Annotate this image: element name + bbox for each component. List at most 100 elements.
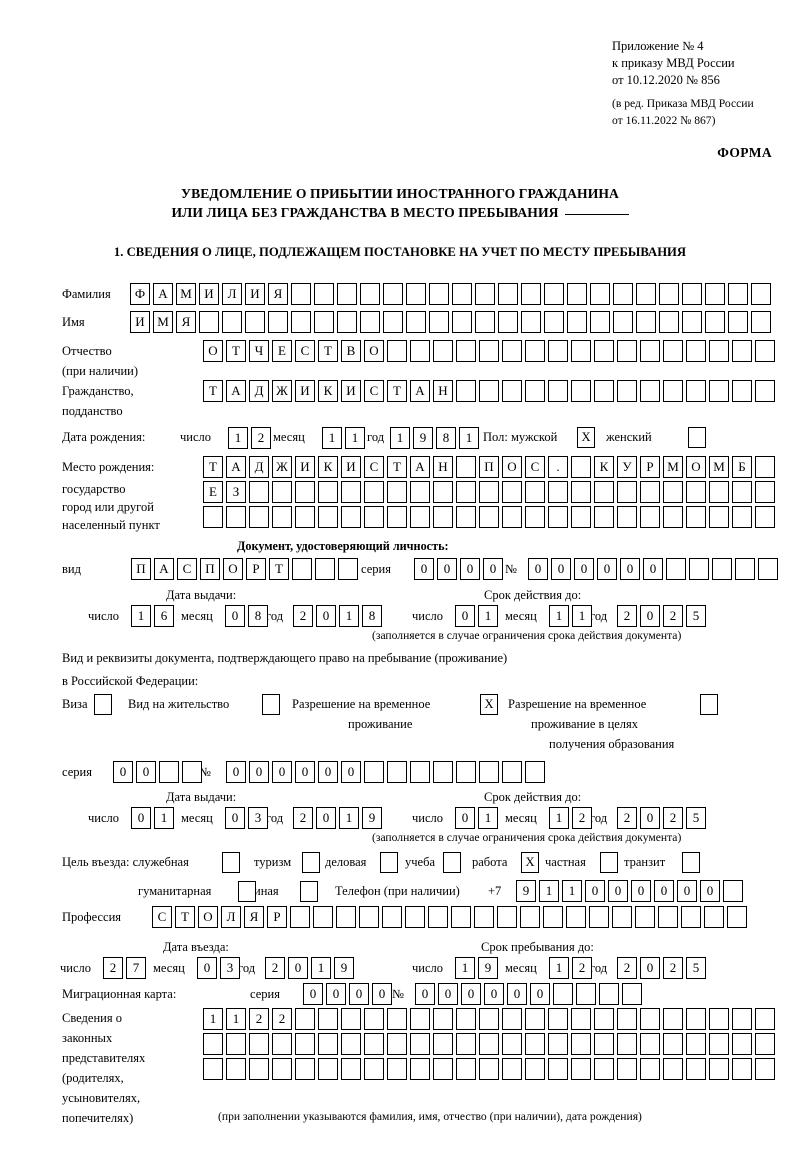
given-name-cell-11[interactable] <box>360 311 380 333</box>
patronymic-cell-10[interactable] <box>410 340 430 362</box>
representatives-row1-cell-24[interactable] <box>732 1008 752 1030</box>
given-name-cell-18[interactable] <box>521 311 541 333</box>
entry-month-cell-2[interactable]: 3 <box>220 957 240 979</box>
citizenship-cell-2[interactable]: А <box>226 380 246 402</box>
surname-cell-28[interactable] <box>751 283 771 305</box>
birth-place-row1-cell-21[interactable]: М <box>663 456 683 478</box>
permit-number-cell-11[interactable] <box>456 761 476 783</box>
permit-issue-month-cell-2[interactable]: 3 <box>248 807 268 829</box>
patronymic-cell-8[interactable]: О <box>364 340 384 362</box>
sex-female-checkbox[interactable] <box>688 427 706 448</box>
representatives-row2-cell-1[interactable] <box>203 1033 223 1055</box>
profession-cell-11[interactable] <box>382 906 402 928</box>
birth-place-row2-cell-7[interactable] <box>341 481 361 503</box>
birth-place-row3-cell-19[interactable] <box>617 506 637 528</box>
surname-cell-18[interactable] <box>521 283 541 305</box>
representatives-row2-cell-8[interactable] <box>364 1033 384 1055</box>
birth-place-row2-cell-14[interactable] <box>502 481 522 503</box>
doc-number-cell-8[interactable] <box>689 558 709 580</box>
migration-card-number-cell-5[interactable]: 0 <box>507 983 527 1005</box>
permit-number-cell-6[interactable]: 0 <box>341 761 361 783</box>
birth-place-row2-cell-1[interactable]: Е <box>203 481 223 503</box>
representatives-row2-cell-14[interactable] <box>502 1033 522 1055</box>
birth-place-row1-cell-20[interactable]: Р <box>640 456 660 478</box>
given-name-cell-23[interactable] <box>636 311 656 333</box>
citizenship-cell-19[interactable] <box>617 380 637 402</box>
purpose-work-checkbox[interactable]: X <box>521 852 539 873</box>
birth-place-row3-cell-25[interactable] <box>755 506 775 528</box>
birth-year-cell-1[interactable]: 1 <box>390 427 410 449</box>
profession-cell-15[interactable] <box>474 906 494 928</box>
citizenship-cell-3[interactable]: Д <box>249 380 269 402</box>
doc-issue-year-cell-2[interactable]: 0 <box>316 605 336 627</box>
patronymic-cell-6[interactable]: Т <box>318 340 338 362</box>
birth-place-row2-cell-11[interactable] <box>433 481 453 503</box>
stay-month-cell-2[interactable]: 2 <box>572 957 592 979</box>
migration-card-number-cell-3[interactable]: 0 <box>461 983 481 1005</box>
birth-place-row3-cell-1[interactable] <box>203 506 223 528</box>
stay-year-cell-3[interactable]: 2 <box>663 957 683 979</box>
patronymic-cell-20[interactable] <box>640 340 660 362</box>
birth-place-row3-cell-15[interactable] <box>525 506 545 528</box>
purpose-business-checkbox[interactable] <box>380 852 398 873</box>
surname-cell-25[interactable] <box>682 283 702 305</box>
patronymic-cell-1[interactable]: О <box>203 340 223 362</box>
permit-valid-month-cell-1[interactable]: 1 <box>549 807 569 829</box>
citizenship-cell-16[interactable] <box>548 380 568 402</box>
birth-place-row3-cell-21[interactable] <box>663 506 683 528</box>
entry-month-cell-1[interactable]: 0 <box>197 957 217 979</box>
birth-place-row3-cell-17[interactable] <box>571 506 591 528</box>
doc-valid-year-cell-2[interactable]: 0 <box>640 605 660 627</box>
representatives-row3-cell-25[interactable] <box>755 1058 775 1080</box>
birth-place-row1-cell-10[interactable]: А <box>410 456 430 478</box>
representatives-row2-cell-11[interactable] <box>433 1033 453 1055</box>
patronymic-cell-15[interactable] <box>525 340 545 362</box>
citizenship-cell-9[interactable]: Т <box>387 380 407 402</box>
profession-cell-22[interactable] <box>635 906 655 928</box>
doc-valid-month-cell-2[interactable]: 1 <box>572 605 592 627</box>
patronymic-cell-24[interactable] <box>732 340 752 362</box>
surname-cell-20[interactable] <box>567 283 587 305</box>
representatives-row3-cell-10[interactable] <box>410 1058 430 1080</box>
representatives-row1-cell-7[interactable] <box>341 1008 361 1030</box>
birth-place-row1-cell-19[interactable]: У <box>617 456 637 478</box>
permit-number-cell-2[interactable]: 0 <box>249 761 269 783</box>
birth-place-row2-cell-12[interactable] <box>456 481 476 503</box>
birth-place-row1-cell-17[interactable] <box>571 456 591 478</box>
representatives-row2-cell-6[interactable] <box>318 1033 338 1055</box>
permit-issue-day-cell-2[interactable]: 1 <box>154 807 174 829</box>
representatives-row2-cell-22[interactable] <box>686 1033 706 1055</box>
phone-cell-10[interactable] <box>723 880 743 902</box>
surname-cell-19[interactable] <box>544 283 564 305</box>
doc-number-cell-11[interactable] <box>758 558 778 580</box>
representatives-row1-cell-23[interactable] <box>709 1008 729 1030</box>
birth-place-row3-cell-18[interactable] <box>594 506 614 528</box>
birth-place-row2-cell-19[interactable] <box>617 481 637 503</box>
permit-issue-month-cell-1[interactable]: 0 <box>225 807 245 829</box>
profession-cell-24[interactable] <box>681 906 701 928</box>
visa-checkbox[interactable] <box>94 694 112 715</box>
birth-place-row1-cell-5[interactable]: И <box>295 456 315 478</box>
representatives-row3-cell-22[interactable] <box>686 1058 706 1080</box>
surname-cell-7[interactable]: Я <box>268 283 288 305</box>
birth-place-row2-cell-10[interactable] <box>410 481 430 503</box>
phone-cell-9[interactable]: 0 <box>700 880 720 902</box>
birth-place-row2-cell-22[interactable] <box>686 481 706 503</box>
phone-cell-4[interactable]: 0 <box>585 880 605 902</box>
representatives-row2-cell-18[interactable] <box>594 1033 614 1055</box>
birth-month-cell-2[interactable]: 1 <box>345 427 365 449</box>
permit-number-cell-14[interactable] <box>525 761 545 783</box>
representatives-row1-cell-12[interactable] <box>456 1008 476 1030</box>
phone-cell-5[interactable]: 0 <box>608 880 628 902</box>
representatives-row2-cell-2[interactable] <box>226 1033 246 1055</box>
profession-cell-6[interactable]: Р <box>267 906 287 928</box>
representatives-row2-cell-17[interactable] <box>571 1033 591 1055</box>
patronymic-cell-22[interactable] <box>686 340 706 362</box>
birth-place-row1-cell-13[interactable]: П <box>479 456 499 478</box>
doc-number-cell-4[interactable]: 0 <box>597 558 617 580</box>
entry-year-cell-3[interactable]: 1 <box>311 957 331 979</box>
surname-cell-5[interactable]: Л <box>222 283 242 305</box>
representatives-row1-cell-1[interactable]: 1 <box>203 1008 223 1030</box>
birth-place-row1-cell-4[interactable]: Ж <box>272 456 292 478</box>
permit-valid-year-cell-4[interactable]: 5 <box>686 807 706 829</box>
